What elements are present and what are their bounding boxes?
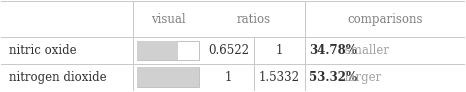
Bar	[137, 41, 199, 60]
Bar	[137, 67, 199, 87]
Text: 1: 1	[275, 44, 283, 57]
Text: 53.32%: 53.32%	[309, 71, 357, 84]
Text: nitrogen dioxide: nitrogen dioxide	[9, 71, 107, 84]
Text: visual: visual	[151, 13, 185, 26]
Text: ratios: ratios	[237, 13, 271, 26]
Text: 0.6522: 0.6522	[208, 44, 249, 57]
Text: larger: larger	[342, 71, 382, 84]
Text: 1: 1	[225, 71, 232, 84]
Text: 34.78%: 34.78%	[309, 44, 357, 57]
Text: nitric oxide: nitric oxide	[9, 44, 77, 57]
Text: smaller: smaller	[342, 44, 390, 57]
Text: comparisons: comparisons	[347, 13, 423, 26]
Text: 1.5332: 1.5332	[259, 71, 300, 84]
Bar	[137, 67, 199, 87]
Bar	[137, 41, 178, 60]
